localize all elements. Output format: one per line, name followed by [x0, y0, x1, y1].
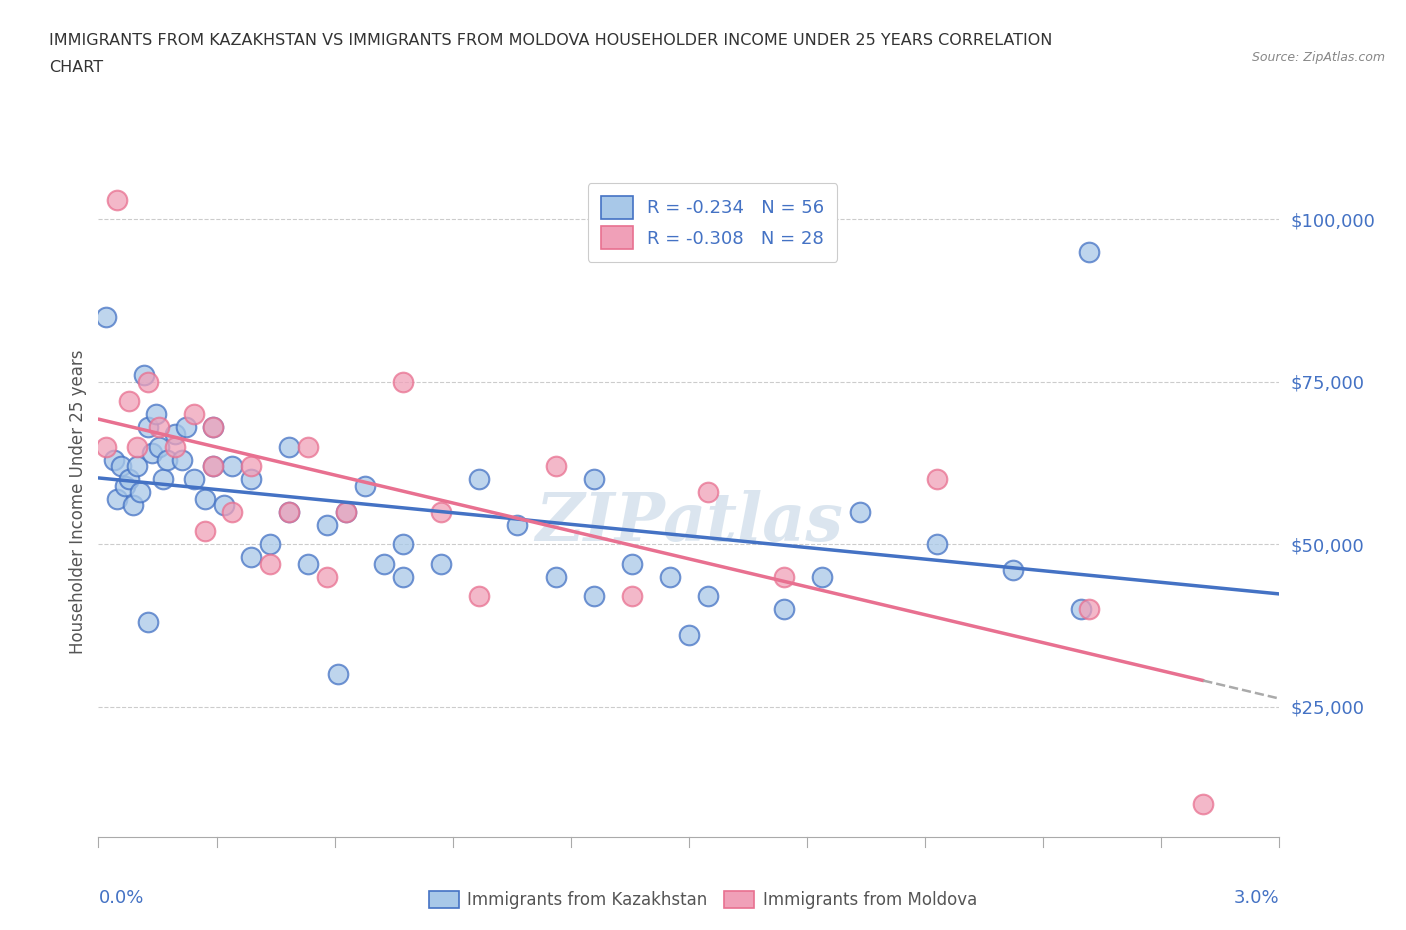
Point [925, 537, 948, 551]
Point [259, 537, 281, 551]
Point [94, 440, 117, 455]
Point [201, 459, 224, 474]
Point [221, 504, 243, 519]
Point [697, 589, 720, 604]
Point [544, 459, 567, 474]
Point [107, 492, 129, 507]
Point [392, 375, 415, 390]
Point [156, 453, 179, 468]
Point [136, 375, 159, 390]
Point [277, 440, 299, 455]
Point [125, 440, 148, 455]
Point [134, 368, 156, 383]
Point [620, 589, 643, 604]
Point [620, 556, 643, 571]
Point [259, 556, 281, 571]
Point [1192, 797, 1215, 812]
Point [658, 569, 681, 584]
Point [392, 569, 415, 584]
Point [114, 479, 136, 494]
Point [145, 407, 167, 422]
Point [239, 472, 262, 487]
Point [316, 569, 339, 584]
Point [174, 420, 197, 435]
Point [1078, 602, 1101, 617]
Point [212, 498, 235, 512]
Point [354, 479, 377, 494]
Point [849, 504, 872, 519]
Point [316, 517, 339, 532]
Point [277, 504, 299, 519]
Point [297, 556, 319, 571]
Point [239, 459, 262, 474]
Point [136, 615, 159, 630]
Point [148, 440, 170, 455]
Legend: R = -0.234   N = 56, R = -0.308   N = 28: R = -0.234 N = 56, R = -0.308 N = 28 [588, 183, 837, 262]
Point [373, 556, 395, 571]
Point [773, 569, 796, 584]
Point [194, 524, 217, 538]
Point [118, 394, 141, 409]
Point [221, 459, 243, 474]
Point [297, 440, 319, 455]
Point [468, 589, 491, 604]
Point [172, 453, 194, 468]
Point [201, 420, 224, 435]
Text: ZIPatlas: ZIPatlas [536, 490, 842, 555]
Point [335, 504, 357, 519]
Point [183, 472, 205, 487]
Point [125, 459, 148, 474]
Point [239, 550, 262, 565]
Point [129, 485, 152, 500]
Point [121, 498, 143, 512]
Point [183, 407, 205, 422]
Point [148, 420, 170, 435]
Point [678, 628, 700, 643]
Point [163, 440, 186, 455]
Legend: Immigrants from Kazakhstan, Immigrants from Moldova: Immigrants from Kazakhstan, Immigrants f… [420, 883, 986, 917]
Point [1001, 563, 1024, 578]
Point [582, 589, 605, 604]
Point [277, 504, 299, 519]
Point [328, 667, 350, 682]
Point [544, 569, 567, 584]
Point [136, 420, 159, 435]
Point [506, 517, 529, 532]
Point [925, 472, 948, 487]
Point [107, 193, 129, 207]
Point [94, 310, 117, 325]
Text: CHART: CHART [49, 60, 103, 75]
Y-axis label: Householder Income Under 25 years: Householder Income Under 25 years [69, 350, 87, 655]
Point [1078, 245, 1101, 259]
Point [468, 472, 491, 487]
Point [103, 453, 125, 468]
Point [430, 504, 453, 519]
Point [335, 504, 357, 519]
Point [110, 459, 132, 474]
Text: IMMIGRANTS FROM KAZAKHSTAN VS IMMIGRANTS FROM MOLDOVA HOUSEHOLDER INCOME UNDER 2: IMMIGRANTS FROM KAZAKHSTAN VS IMMIGRANTS… [49, 33, 1053, 47]
Point [1070, 602, 1092, 617]
Point [697, 485, 720, 500]
Point [201, 420, 224, 435]
Point [201, 459, 224, 474]
Text: 0.0%: 0.0% [98, 889, 143, 907]
Point [773, 602, 796, 617]
Point [811, 569, 834, 584]
Text: Source: ZipAtlas.com: Source: ZipAtlas.com [1251, 51, 1385, 64]
Point [118, 472, 141, 487]
Text: 3.0%: 3.0% [1234, 889, 1279, 907]
Point [194, 492, 217, 507]
Point [152, 472, 174, 487]
Point [392, 537, 415, 551]
Point [582, 472, 605, 487]
Point [163, 427, 186, 442]
Point [141, 446, 163, 461]
Point [430, 556, 453, 571]
